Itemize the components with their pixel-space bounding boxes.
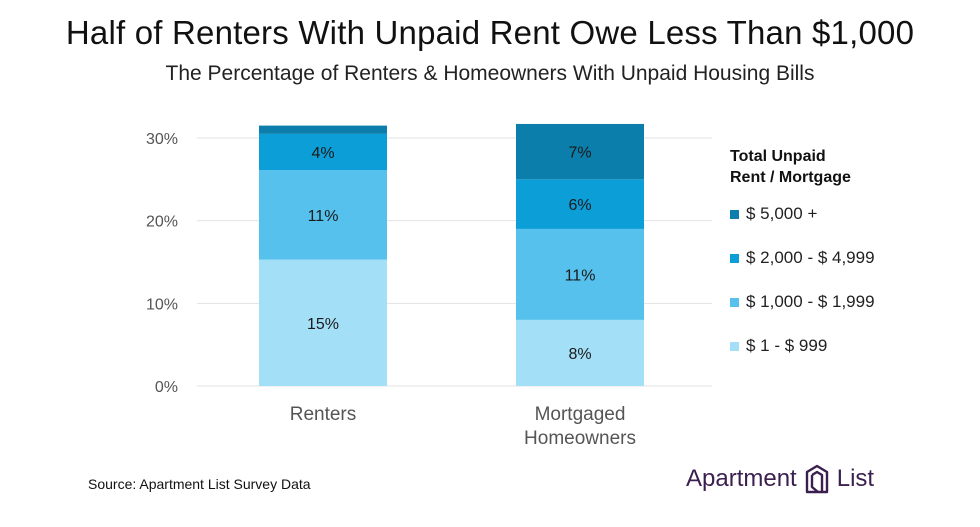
apartment-list-logo: Apartment List — [686, 463, 874, 495]
legend-swatch — [730, 341, 739, 351]
legend-label: $ 1 - $ 999 — [746, 336, 828, 355]
bar-segment — [259, 133, 387, 171]
legend-item-5000-plus: $ 5,000 + — [730, 202, 960, 226]
y-tick-label: 30% — [146, 131, 178, 148]
legend-item-2000-4999: $ 2,000 - $ 4,999 — [730, 246, 960, 270]
legend: Total Unpaid Rent / Mortgage $ 5,000 + $… — [730, 146, 960, 378]
logo-word-list: List — [836, 465, 875, 492]
bar-segment — [259, 125, 387, 134]
data-label: 11% — [565, 267, 596, 284]
legend-title-line2: Rent / Mortgage — [730, 169, 851, 186]
legend-label: $ 2,000 - $ 4,999 — [746, 248, 875, 267]
legend-swatch — [730, 297, 739, 307]
legend-title-line1: Total Unpaid — [730, 148, 826, 165]
bar-segment — [516, 123, 644, 180]
bar-segment — [259, 259, 387, 386]
data-label: 4% — [311, 145, 334, 162]
x-category-label: Renters — [290, 404, 357, 425]
y-tick-label: 0% — [155, 379, 178, 396]
y-tick-label: 10% — [146, 296, 178, 313]
data-label: 7% — [568, 145, 591, 162]
legend-swatch — [730, 209, 739, 219]
data-label: 8% — [568, 346, 591, 363]
chart-subtitle: The Percentage of Renters & Homeowners W… — [165, 62, 815, 85]
data-label: 6% — [568, 197, 591, 214]
logo-word-apartment: Apartment — [686, 465, 797, 492]
legend-item-1000-1999: $ 1,000 - $ 1,999 — [730, 290, 960, 314]
y-tick-label: 20% — [146, 214, 178, 231]
apartment-list-logo-icon — [805, 464, 828, 494]
data-label: 11% — [308, 208, 339, 225]
bar-segment — [516, 179, 644, 229]
bar-segment — [516, 228, 644, 320]
x-category-label: Homeowners — [524, 428, 636, 449]
legend-label: $ 1,000 - $ 1,999 — [746, 292, 875, 311]
bar-segment — [259, 170, 387, 260]
data-label: 15% — [307, 316, 339, 333]
legend-swatch — [730, 253, 739, 263]
legend-label: $ 5,000 + — [746, 204, 818, 223]
source-note: Source: Apartment List Survey Data — [88, 476, 311, 492]
x-category-label: Mortgaged — [535, 404, 626, 425]
bar-segment — [516, 319, 644, 386]
chart-title: Half of Renters With Unpaid Rent Owe Les… — [65, 14, 915, 51]
legend-title: Total Unpaid Rent / Mortgage — [730, 146, 960, 188]
legend-item-1-999: $ 1 - $ 999 — [730, 334, 960, 358]
